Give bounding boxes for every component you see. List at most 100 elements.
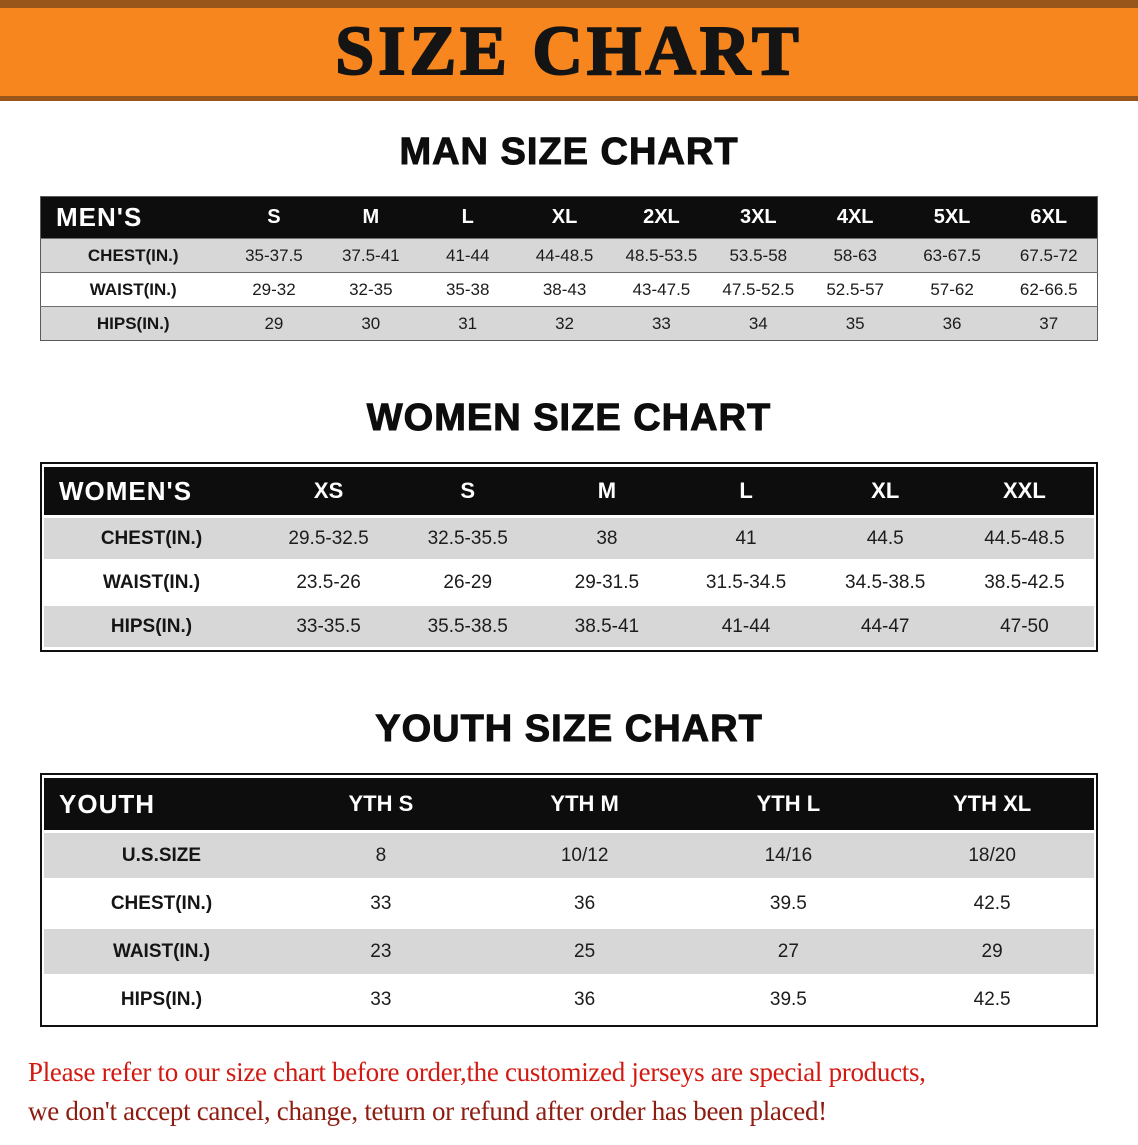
measurement-value: 34: [748, 313, 768, 333]
measurement-value: 44.5-48.5: [984, 527, 1065, 549]
measurement-label: CHEST(IN.): [110, 892, 213, 914]
women-section-heading: WOMEN SIZE CHART: [366, 397, 772, 440]
measurement-value: 39.5: [769, 892, 807, 914]
youth-measurement-row: HIPS(IN.) 33 36 39.5 42.5: [44, 977, 1094, 1022]
page-title: SIZE CHART: [334, 13, 803, 90]
measurement-value: 29-32: [252, 279, 296, 299]
measurement-value: 58-63: [833, 245, 877, 265]
youth-size-column-header: YTH S: [348, 791, 414, 816]
measurement-value: 33: [370, 892, 392, 914]
measurement-label: U.S.SIZE: [121, 844, 202, 866]
women-size-column-header: XS: [313, 478, 344, 503]
measurement-value: 41-44: [445, 245, 490, 265]
men-size-column-header: S: [267, 206, 281, 228]
measurement-value: 38.5-42.5: [984, 571, 1065, 593]
measurement-value: 44.5: [866, 527, 904, 549]
youth-size-column-header: YTH M: [550, 791, 619, 816]
measurement-value: 35-38: [445, 279, 490, 299]
men-size-column-header: 5XL: [933, 206, 971, 228]
measurement-value: 18/20: [968, 844, 1016, 866]
measurement-value: 29-31.5: [574, 571, 640, 593]
measurement-value: 53.5-58: [729, 245, 788, 265]
measurement-label: WAIST(IN.): [112, 940, 211, 962]
women-size-column-header: M: [597, 478, 617, 503]
measurement-value: 31: [458, 313, 478, 333]
measurement-value: 26-29: [443, 571, 493, 593]
measurement-value: 23: [370, 940, 392, 962]
men-section-heading: MAN SIZE CHART: [399, 131, 739, 174]
measurement-value: 47-50: [1000, 615, 1049, 637]
measurement-value: 25: [574, 940, 596, 962]
men-size-column-header: 3XL: [739, 206, 777, 228]
measurement-value: 63-67.5: [923, 245, 981, 265]
measurement-value: 38-43: [542, 279, 587, 299]
measurement-value: 41-44: [721, 615, 771, 637]
youth-table-title: YOUTH: [59, 788, 155, 819]
measurement-value: 52.5-57: [826, 279, 885, 299]
measurement-value: 8: [375, 844, 387, 866]
measurement-label: WAIST(IN.): [89, 279, 177, 299]
measurement-label: HIPS(IN.): [110, 615, 193, 637]
measurement-value: 67.5-72: [1019, 245, 1078, 265]
measurement-value: 42.5: [973, 892, 1011, 914]
youth-measurement-row: WAIST(IN.) 23 25 27 29: [44, 929, 1094, 974]
measurement-value: 62-66.5: [1019, 279, 1078, 299]
measurement-value: 33: [370, 988, 392, 1010]
women-measurement-row: WAIST(IN.) 23.5-26 26-29 29-31.5 31.5-34.5 34…: [44, 562, 1094, 603]
men-size-column-header: 6XL: [1030, 206, 1068, 228]
women-measurement-row: HIPS(IN.) 33-35.5 35.5-38.5 38.5-41 41-44 44-…: [44, 606, 1094, 647]
measurement-value: 35.5-38.5: [427, 615, 508, 637]
measurement-value: 36: [574, 988, 596, 1010]
men-size-column-header: L: [461, 206, 474, 228]
disclaimer: Please refer to our size chart before or…: [0, 1057, 1138, 1145]
youth-size-table: YOUTH YTH S YTH M YTH L YTH XL U.S.SIZE 8 10/12…: [40, 773, 1098, 1027]
measurement-value: 33-35.5: [296, 615, 361, 637]
measurement-value: 36: [574, 892, 596, 914]
measurement-value: 35: [845, 313, 865, 333]
measurement-value: 47.5-52.5: [722, 279, 795, 299]
women-size-column-header: XXL: [1002, 478, 1046, 503]
measurement-value: 14/16: [764, 844, 813, 866]
measurement-value: 37.5-41: [341, 245, 400, 265]
measurement-value: 35-37.5: [245, 245, 303, 265]
measurement-value: 38.5-41: [574, 615, 640, 637]
measurement-label: WAIST(IN.): [102, 571, 201, 593]
measurement-value: 36: [942, 313, 962, 333]
measurement-value: 44-47: [860, 615, 910, 637]
disclaimer-line-1: Please refer to our size chart before or…: [28, 1057, 926, 1087]
women-size-column-header: XL: [871, 478, 900, 503]
measurement-value: 29: [981, 940, 1003, 962]
measurement-value: 29: [264, 313, 284, 333]
youth-section: YOUTH SIZE CHART YOUTH YTH S YTH M YTH L YTH…: [0, 708, 1138, 1027]
banner: SIZE CHART: [0, 0, 1138, 101]
men-measurement-row: CHEST(IN.) 35-37.5 37.5-41 41-44 44-48.5 48.5…: [40, 238, 1098, 273]
measurement-value: 42.5: [973, 988, 1011, 1010]
women-table-title: WOMEN'S: [59, 475, 193, 506]
measurement-value: 34.5-38.5: [845, 571, 926, 593]
measurement-value: 38: [596, 527, 618, 549]
men-table-title: MEN'S: [56, 202, 143, 232]
measurement-value: 43-47.5: [632, 279, 691, 299]
measurement-value: 30: [361, 313, 381, 333]
measurement-value: 29.5-32.5: [288, 527, 369, 549]
measurement-value: 57-62: [930, 279, 974, 299]
disclaimer-line-2: we don't accept cancel, change, teturn o…: [28, 1096, 827, 1126]
measurement-label: HIPS(IN.): [96, 313, 170, 333]
youth-table-header-row: YOUTH YTH S YTH M YTH L YTH XL: [44, 778, 1094, 830]
women-table-header-row: WOMEN'S XS S M L XL XXL: [44, 467, 1094, 515]
measurement-value: 39.5: [769, 988, 807, 1010]
measurement-value: 10/12: [560, 844, 609, 866]
measurement-label: CHEST(IN.): [100, 527, 203, 549]
measurement-value: 23.5-26: [296, 571, 361, 593]
men-size-column-header: 2XL: [643, 206, 680, 228]
men-size-column-header: M: [362, 206, 380, 228]
women-size-column-header: L: [739, 478, 753, 503]
women-size-table: WOMEN'S XS S M L XL XXL CHEST(IN.) 29.5-32.5 32.5…: [40, 462, 1098, 652]
measurement-value: 44-48.5: [535, 245, 594, 265]
measurement-value: 32-35: [349, 279, 393, 299]
measurement-value: 37: [1039, 313, 1059, 333]
men-measurement-row: HIPS(IN.) 29 30 31 32 33 34 35 36 37: [40, 306, 1098, 341]
men-section: MAN SIZE CHART MEN'S S M L XL 2XL 3XL 4XL 5XL 6XL…: [0, 131, 1138, 341]
youth-section-heading: YOUTH SIZE CHART: [375, 708, 763, 751]
